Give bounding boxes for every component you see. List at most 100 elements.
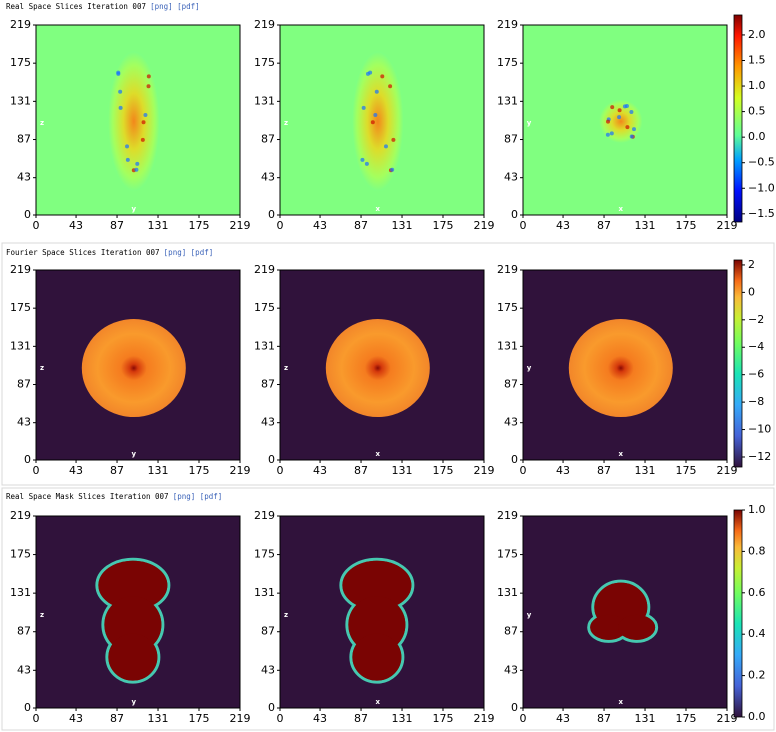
axis-letter: y (132, 450, 137, 458)
y-tick-label: 131 (10, 586, 31, 599)
colorbar-scale (733, 509, 743, 718)
y-tick-label: 43 (261, 663, 275, 676)
y-tick-label: 43 (504, 171, 518, 184)
image-speck (610, 105, 615, 110)
x-tick-label: 0 (33, 712, 40, 725)
image-speck (125, 157, 130, 162)
axes-frame (522, 269, 728, 461)
y-tick-label: 43 (261, 416, 275, 429)
x-tick-label: 43 (556, 464, 570, 477)
x-tick-label: 219 (474, 712, 495, 725)
axes-frame (279, 24, 485, 216)
x-tick-label: 131 (392, 219, 413, 232)
y-tick-label: 43 (261, 171, 275, 184)
section-border (1, 242, 775, 486)
y-tick-label: 43 (504, 663, 518, 676)
mask-part (342, 560, 412, 610)
axis-letter: y (132, 698, 137, 706)
mask-part (98, 560, 168, 610)
x-tick-label: 87 (354, 464, 368, 477)
y-tick-label: 0 (268, 208, 275, 221)
link[interactable]: [png] (164, 248, 187, 257)
x-tick-label: 131 (392, 712, 413, 725)
x-tick-label: 43 (69, 219, 83, 232)
plot: y x 0 43 87 131 175 219 0 43 87 131 175 219 (497, 509, 738, 725)
y-tick-label: 175 (254, 301, 275, 314)
image-speck (629, 110, 634, 115)
x-tick-label: 43 (69, 712, 83, 725)
link[interactable]: [pdf] (177, 2, 200, 11)
link[interactable]: [pdf] (200, 492, 223, 501)
x-tick-label: 87 (110, 219, 124, 232)
axis-letter: y (132, 205, 137, 213)
x-tick-label: 0 (277, 712, 284, 725)
colorbar-tick-label: 0.5 (748, 105, 766, 118)
y-tick-label: 43 (504, 416, 518, 429)
image-speck (609, 131, 614, 136)
colorbar-tick-label: −2 (748, 313, 764, 326)
image-speck (606, 119, 611, 124)
colorbar-tick-label: 0.6 (748, 586, 766, 599)
y-tick-label: 219 (497, 18, 518, 31)
y-tick-label: 0 (511, 701, 518, 714)
x-tick-label: 219 (230, 712, 251, 725)
section-title: Real Space Mask Slices Iteration 007 (6, 492, 169, 501)
plot: z y 0 43 87 131 175 219 0 43 87 131 175 219 (10, 18, 251, 232)
colorbar: −1.5 −1.0 −0.5 0.0 0.5 1.0 1.5 2.0 (733, 14, 775, 223)
axes-frame (35, 269, 241, 461)
y-tick-label: 131 (497, 339, 518, 352)
y-tick-label: 87 (261, 378, 275, 391)
y-tick-label: 219 (10, 18, 31, 31)
link[interactable]: [png] (173, 492, 196, 501)
image-speck (118, 89, 123, 94)
x-tick-label: 175 (676, 712, 697, 725)
plot: z x 0 43 87 131 175 219 0 43 87 131 175 219 (254, 263, 495, 477)
x-tick-label: 0 (277, 464, 284, 477)
x-tick-label: 87 (597, 219, 611, 232)
plot: z x 0 43 87 131 175 219 0 43 87 131 175 219 (254, 18, 495, 232)
colorbar-tick-label: −0.5 (748, 156, 775, 169)
y-tick-label: 219 (10, 509, 31, 522)
x-tick-label: 43 (313, 712, 327, 725)
colorbar-tick-label: 0 (748, 285, 755, 298)
y-tick-label: 87 (17, 378, 31, 391)
x-tick-label: 87 (354, 219, 368, 232)
mask-part (352, 633, 402, 681)
image-speck (624, 103, 629, 108)
y-tick-label: 175 (254, 548, 275, 561)
x-tick-label: 43 (556, 712, 570, 725)
link[interactable]: [pdf] (191, 248, 214, 257)
image-speck (629, 134, 634, 139)
y-tick-label: 0 (511, 453, 518, 466)
image-speck (134, 167, 139, 172)
x-tick-label: 87 (110, 712, 124, 725)
plot: z y 0 43 87 131 175 219 0 43 87 131 175 219 (10, 509, 251, 725)
x-tick-label: 219 (230, 219, 251, 232)
x-tick-label: 87 (110, 464, 124, 477)
y-tick-label: 87 (261, 133, 275, 146)
axis-letter: y (527, 611, 532, 619)
colorbar-tick-label: 0.0 (748, 710, 766, 723)
y-tick-label: 175 (10, 301, 31, 314)
image-speck (625, 125, 630, 130)
x-tick-label: 0 (277, 219, 284, 232)
colorbar-tick-label: 0.8 (748, 544, 766, 557)
y-tick-label: 0 (268, 453, 275, 466)
axis-letter: x (619, 698, 624, 706)
colorbar-tick-label: 0.0 (748, 130, 766, 143)
image-disc (568, 319, 673, 418)
y-tick-label: 219 (497, 263, 518, 276)
axis-letter: x (619, 450, 624, 458)
mask-part (590, 614, 628, 640)
image-speck (370, 120, 375, 125)
plot: z y 0 43 87 131 175 219 0 43 87 131 175 219 (10, 263, 251, 477)
image-speck (360, 157, 365, 162)
mask-part (618, 614, 656, 640)
colorbar-tick-label: −12 (748, 450, 771, 463)
axis-letter: z (284, 611, 288, 619)
image-speck (143, 112, 148, 117)
axes-frame (35, 24, 241, 216)
link[interactable]: [png] (150, 2, 173, 11)
image-speck (632, 127, 637, 132)
